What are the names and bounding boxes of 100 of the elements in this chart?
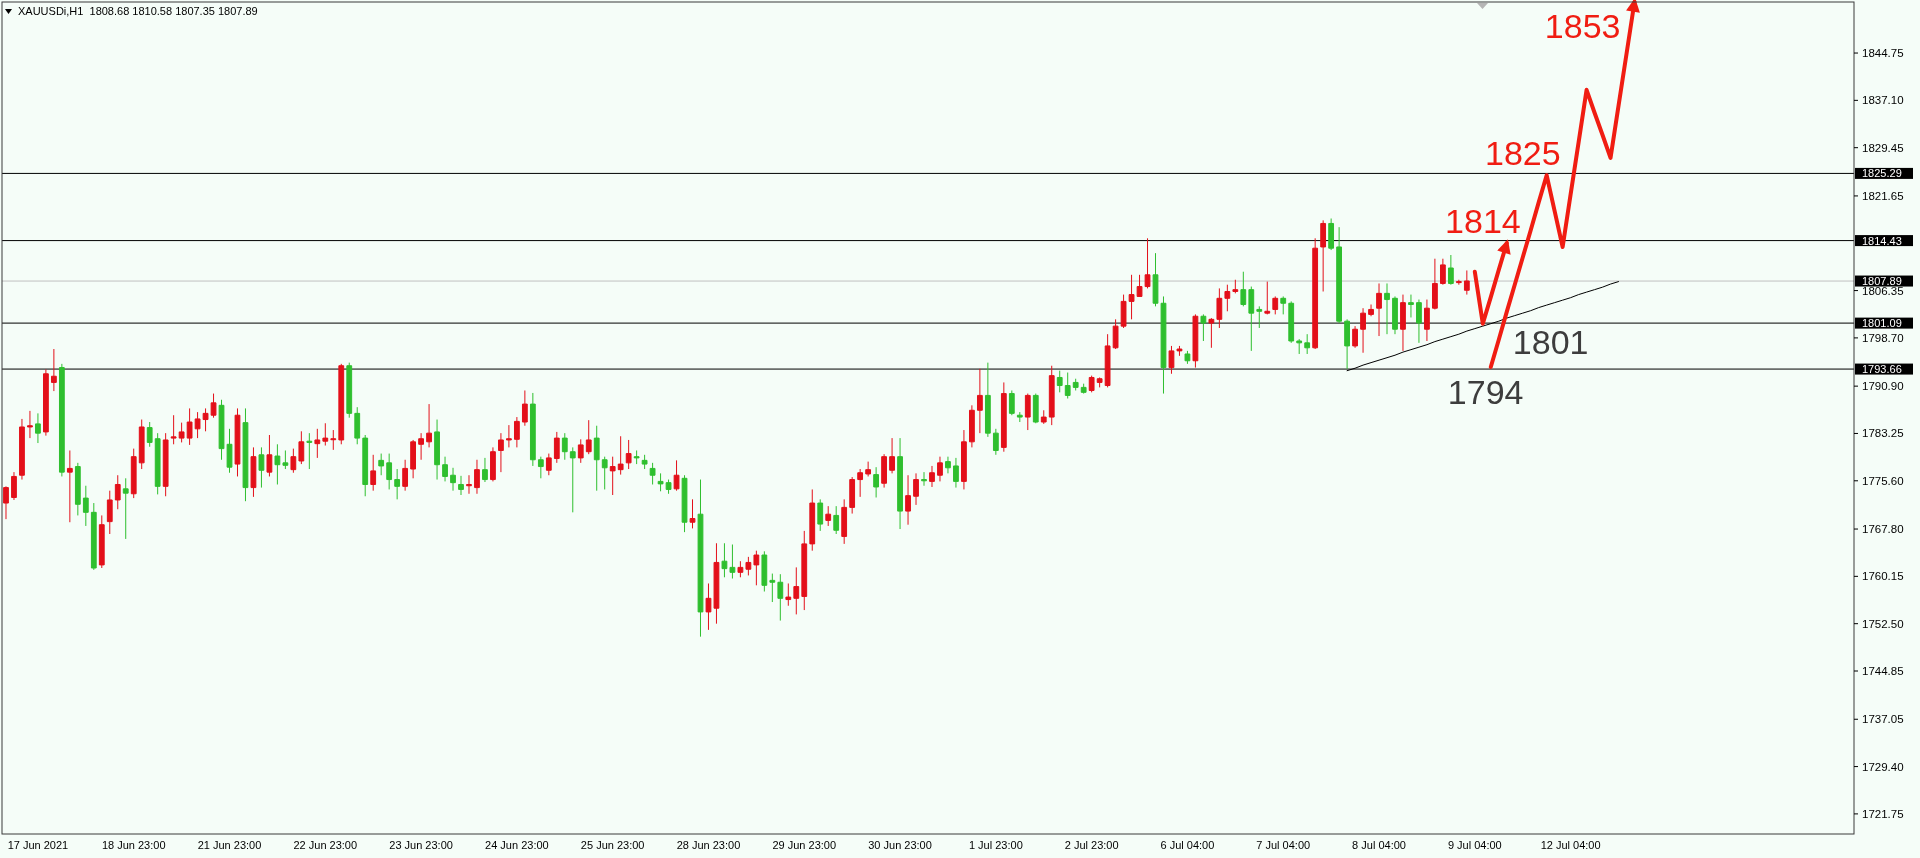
candlestick xyxy=(450,467,456,492)
candlestick xyxy=(833,505,840,535)
candlestick xyxy=(513,416,520,448)
candlestick xyxy=(1224,284,1231,312)
candlestick xyxy=(1208,317,1215,349)
candlestick xyxy=(937,456,943,482)
ref-line-label: 1825.29 xyxy=(1862,167,1902,180)
candlestick xyxy=(984,362,991,438)
candlestick xyxy=(1008,389,1015,416)
candlestick xyxy=(50,348,57,392)
candlestick xyxy=(617,435,624,476)
annotation: 1801 xyxy=(1512,323,1589,362)
candlestick xyxy=(354,406,361,445)
candlestick xyxy=(577,438,584,464)
y-tick-label: 1837.10 xyxy=(1862,94,1904,107)
y-tick-label: 1767.80 xyxy=(1862,523,1904,536)
candlestick xyxy=(1104,333,1111,388)
x-tick-label: 2 Jul 23:00 xyxy=(1064,839,1119,851)
candlestick xyxy=(969,404,975,448)
candlestick xyxy=(761,550,768,593)
candlestick xyxy=(1344,318,1350,370)
candlestick xyxy=(434,419,440,481)
candlestick xyxy=(314,428,321,459)
candlestick xyxy=(1376,282,1382,337)
candlestick xyxy=(609,456,616,496)
candlestick xyxy=(913,472,919,506)
candlestick xyxy=(633,449,640,465)
candlestick xyxy=(298,430,305,465)
candlestick xyxy=(641,454,648,470)
candlestick xyxy=(809,488,816,552)
candlestick xyxy=(1288,300,1295,344)
x-tick-label: 7 Jul 04:00 xyxy=(1256,839,1311,851)
candlestick xyxy=(242,407,249,502)
x-tick-label: 17 Jun 2021 xyxy=(7,839,69,851)
candlestick xyxy=(625,439,632,470)
candlestick xyxy=(1016,411,1023,423)
candlestick xyxy=(290,448,297,474)
candlestick xyxy=(697,479,704,638)
candlestick xyxy=(1424,299,1430,342)
candlestick xyxy=(66,449,73,523)
candlestick xyxy=(1392,295,1398,335)
candlestick xyxy=(370,454,377,492)
candlestick xyxy=(1408,294,1414,318)
candlestick xyxy=(569,446,576,513)
candlestick xyxy=(1296,338,1303,355)
candlestick xyxy=(122,477,129,540)
candlestick xyxy=(186,407,193,446)
y-tick-label: 1790.90 xyxy=(1862,380,1904,393)
x-tick-label: 6 Jul 04:00 xyxy=(1160,839,1215,851)
candlestick xyxy=(90,502,97,571)
candlestick xyxy=(322,422,329,447)
candlestick xyxy=(506,424,512,448)
candlestick xyxy=(282,449,289,470)
candlestick xyxy=(258,446,265,489)
candlestick xyxy=(873,466,880,498)
candlestick xyxy=(889,437,895,474)
candlestick xyxy=(1112,318,1119,350)
candlestick xyxy=(1256,305,1263,329)
candlestick xyxy=(1232,279,1239,294)
candlestick xyxy=(841,498,848,545)
candlestick xyxy=(426,403,432,448)
ref-line-label: 1814.43 xyxy=(1862,234,1902,247)
y-tick-label: 1752.50 xyxy=(1862,617,1904,630)
candlestick xyxy=(266,434,273,477)
x-tick-label: 18 Jun 23:00 xyxy=(101,839,166,851)
candlestick xyxy=(1432,258,1438,310)
candlestick xyxy=(3,485,9,520)
candlestick xyxy=(1280,295,1287,315)
candlestick xyxy=(98,514,105,569)
candlestick xyxy=(681,474,688,533)
candlestick xyxy=(418,432,424,461)
candlestick xyxy=(1264,281,1271,315)
candlestick xyxy=(553,431,560,464)
candlestick xyxy=(976,368,983,434)
candlestick xyxy=(793,566,800,615)
candlestick xyxy=(953,457,959,489)
candlestick xyxy=(1336,226,1343,324)
candlestick xyxy=(1368,303,1374,317)
candlestick xyxy=(338,363,345,445)
y-tick-label: 1844.75 xyxy=(1862,47,1904,60)
candlestick xyxy=(346,362,353,419)
candlestick xyxy=(234,407,241,477)
data-label: 1814 xyxy=(1445,202,1521,241)
candlestick xyxy=(593,425,600,492)
data-label: 1853 xyxy=(1544,7,1621,45)
candlestick xyxy=(1320,219,1327,292)
candlestick xyxy=(1216,287,1223,329)
candlestick xyxy=(458,475,464,496)
candlestick xyxy=(529,392,536,467)
candlestick xyxy=(737,560,744,578)
candlestick xyxy=(402,459,409,492)
candlestick xyxy=(825,505,832,527)
candlestick xyxy=(43,368,49,437)
candlestick xyxy=(777,573,784,622)
candlestick xyxy=(729,544,736,580)
x-tick-label: 28 Jun 23:00 xyxy=(676,839,741,851)
data-label: 1825 xyxy=(1485,134,1561,173)
candlestick xyxy=(657,472,664,492)
candlestick xyxy=(274,443,281,485)
candlestick xyxy=(1056,370,1063,393)
